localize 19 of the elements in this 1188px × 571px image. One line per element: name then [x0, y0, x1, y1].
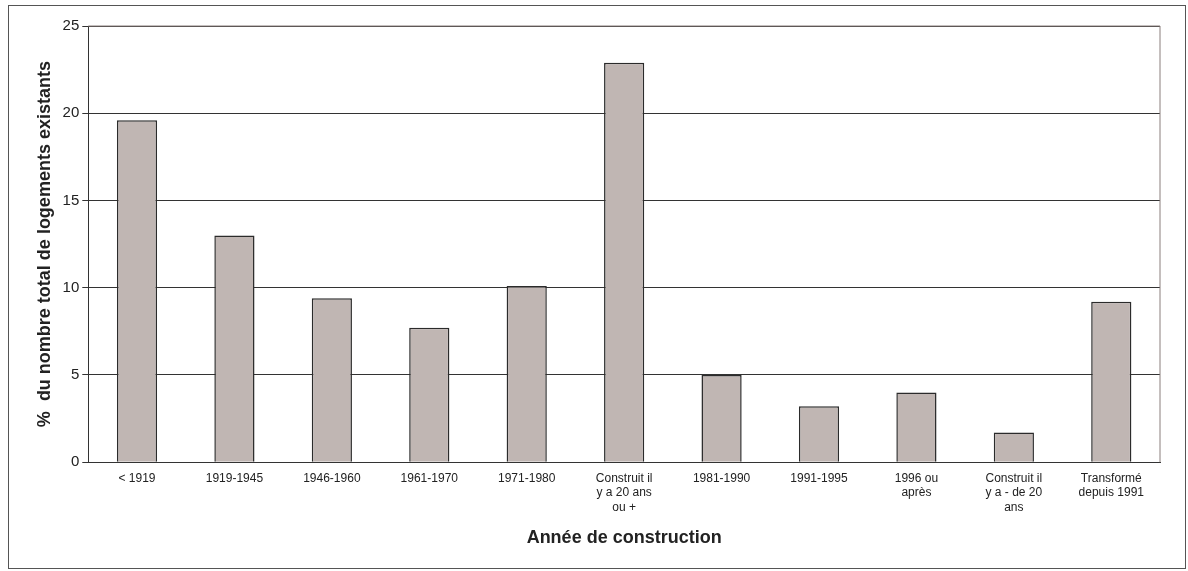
x-tick-label: 1971-1980 [498, 470, 556, 485]
x-tick-label: < 1919 [118, 470, 156, 485]
x-tick-label: 1946-1960 [303, 470, 361, 485]
y-tick-label: 15 [62, 190, 80, 208]
x-axis-title: Année de construction [526, 527, 722, 548]
x-tick-label: Construit il y a 20 ans ou + [595, 470, 653, 514]
y-tick-label: 25 [62, 16, 80, 34]
x-tick-label: 1961-1970 [400, 470, 459, 485]
x-tick-label: 1996 ou après [894, 470, 939, 500]
y-tick-label: 5 [70, 365, 80, 383]
x-tick-label: Transformé depuis 1991 [1078, 470, 1145, 500]
x-tick-label: 1981-1990 [692, 470, 751, 485]
y-tick-label: 20 [62, 103, 80, 121]
y-tick-label: 10 [62, 277, 80, 295]
x-tick-label: 1991-1995 [790, 470, 849, 485]
y-tick-label: 0 [70, 452, 80, 470]
y-axis-title: % du nombre total de logements existants [33, 61, 54, 428]
x-tick-label: 1919-1945 [205, 470, 264, 485]
x-tick-label: Construit il y a - de 20 ans [985, 470, 1043, 514]
